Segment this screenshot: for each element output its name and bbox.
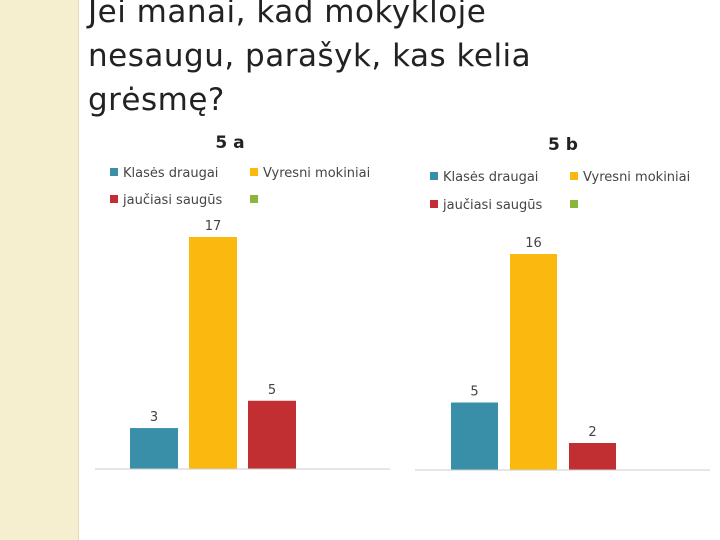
legend-label-3: jaučiasi saugūs <box>442 198 543 213</box>
bar-1 <box>130 428 178 469</box>
legend-swatch-4 <box>570 200 578 208</box>
chart-legend: Klasės draugai Vyresni mokiniai jaučiasi… <box>430 170 690 213</box>
bar-2 <box>510 254 557 470</box>
legend-label-2: Vyresni mokiniai <box>263 166 370 181</box>
legend-swatch-2 <box>250 168 258 176</box>
data-label-1: 3 <box>150 410 158 425</box>
data-label-3: 5 <box>268 383 276 398</box>
chart-title: 5 a <box>215 133 244 153</box>
legend-label-2: Vyresni mokiniai <box>583 170 690 185</box>
legend-label-3: jaučiasi saugūs <box>122 193 223 208</box>
legend-swatch-4 <box>250 195 258 203</box>
chart-5b: 5 b Klasės draugai Vyresni mokiniai jauč… <box>415 135 710 471</box>
legend-swatch-2 <box>570 172 578 180</box>
title-line-1: Jei manai, kad mokykloje <box>88 0 487 30</box>
legend-swatch-3 <box>430 200 438 208</box>
chart-legend: Klasės draugai Vyresni mokiniai jaučiasi… <box>110 166 370 208</box>
legend-label-1: Klasės draugai <box>443 170 538 185</box>
bar-3 <box>248 400 296 469</box>
chart-title: 5 b <box>548 135 578 155</box>
data-label-2: 16 <box>525 236 542 251</box>
legend-swatch-3 <box>110 195 118 203</box>
bar-1 <box>451 402 498 470</box>
title-line-3: grėsmę? <box>88 82 225 118</box>
legend-swatch-1 <box>430 172 438 180</box>
decorative-left-strip <box>0 0 79 540</box>
data-label-2: 17 <box>205 219 222 234</box>
bar-2 <box>189 237 237 469</box>
page-title: Jei manai, kad mokykloje nesaugu, parašy… <box>88 0 688 122</box>
bar-3 <box>569 443 616 470</box>
chart-5a: 5 a Klasės draugai Vyresni mokiniai jauč… <box>95 133 390 470</box>
legend-label-1: Klasės draugai <box>123 166 218 181</box>
title-line-2: nesaugu, parašyk, kas kelia <box>88 38 532 74</box>
chart-bars: 3 17 5 <box>130 219 296 469</box>
legend-swatch-1 <box>110 168 118 176</box>
chart-bars: 5 16 2 <box>451 236 616 470</box>
data-label-3: 2 <box>588 425 596 440</box>
data-label-1: 5 <box>470 385 478 400</box>
